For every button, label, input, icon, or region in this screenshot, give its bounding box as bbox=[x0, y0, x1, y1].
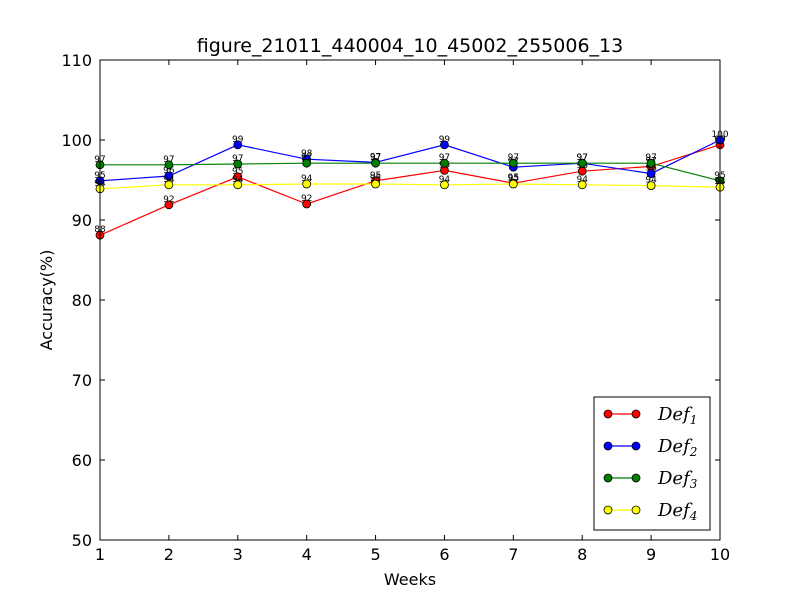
legend-marker bbox=[631, 409, 641, 419]
legend-label: Def1 bbox=[657, 404, 697, 427]
data-point bbox=[577, 158, 587, 168]
data-label: 97 bbox=[508, 153, 519, 163]
x-tick-label: 9 bbox=[646, 545, 656, 564]
data-label: 96 bbox=[645, 164, 657, 174]
data-label: 97 bbox=[576, 153, 587, 163]
y-tick-label: 70 bbox=[72, 371, 92, 390]
data-label: 97 bbox=[370, 153, 381, 163]
data-label: 98 bbox=[301, 149, 313, 159]
data-label: 99 bbox=[439, 135, 451, 145]
data-point bbox=[164, 160, 174, 170]
legend-subscript: 4 bbox=[689, 509, 698, 523]
y-tick-label: 50 bbox=[72, 531, 92, 550]
legend-label: Def2 bbox=[657, 436, 697, 459]
data-label: 94 bbox=[576, 175, 588, 185]
data-label: 96 bbox=[163, 166, 175, 176]
data-label: 97 bbox=[163, 155, 174, 165]
data-label: 94 bbox=[232, 175, 244, 185]
legend-subscript: 1 bbox=[690, 413, 698, 427]
data-point bbox=[233, 180, 243, 190]
data-label: 92 bbox=[301, 194, 312, 204]
data-label: 97 bbox=[439, 153, 450, 163]
data-label: 94 bbox=[163, 175, 175, 185]
data-point bbox=[302, 199, 312, 209]
series-line bbox=[100, 162, 721, 182]
data-label: 94 bbox=[301, 174, 313, 184]
x-axis-label: Weeks bbox=[384, 570, 436, 589]
x-tick-label: 8 bbox=[577, 545, 587, 564]
plot-frame bbox=[99, 59, 721, 541]
data-label: 95 bbox=[370, 171, 381, 181]
x-tick-label: 4 bbox=[302, 545, 312, 564]
data-label: 95 bbox=[232, 167, 243, 177]
data-point bbox=[371, 158, 380, 168]
data-label: 94 bbox=[439, 175, 451, 185]
data-point bbox=[440, 140, 449, 150]
data-point bbox=[371, 179, 380, 189]
legend-marker bbox=[603, 505, 613, 515]
data-point bbox=[164, 180, 174, 190]
data-point bbox=[440, 180, 449, 190]
legend-marker bbox=[631, 473, 641, 483]
chart-title: figure_21011_440004_10_45002_255006_13 bbox=[197, 35, 623, 57]
legend-box bbox=[593, 396, 711, 531]
data-label: 97 bbox=[232, 154, 243, 164]
data-point bbox=[233, 159, 243, 169]
legend-item: Def3 bbox=[603, 468, 698, 491]
series-line bbox=[99, 139, 721, 182]
legend-subscript: 2 bbox=[689, 445, 698, 459]
data-point bbox=[508, 179, 518, 189]
data-point bbox=[233, 140, 243, 150]
legend-item: Def1 bbox=[603, 404, 697, 427]
data-point bbox=[646, 181, 656, 191]
data-label: 95 bbox=[508, 173, 519, 183]
legend-marker bbox=[603, 473, 613, 483]
data-label: 97 bbox=[576, 153, 587, 163]
legend-subscript: 3 bbox=[690, 477, 698, 491]
data-label: 92 bbox=[163, 195, 174, 205]
data-label: 97 bbox=[370, 152, 381, 162]
data-point bbox=[577, 180, 587, 190]
y-axis-label: Accuracy(%) bbox=[37, 250, 56, 351]
y-tick-label: 110 bbox=[61, 51, 92, 70]
data-point bbox=[508, 158, 518, 168]
data-label: 94 bbox=[645, 176, 657, 186]
x-tick-label: 1 bbox=[95, 545, 105, 564]
legend-label: Def3 bbox=[657, 468, 698, 491]
y-tick-label: 80 bbox=[72, 291, 92, 310]
x-tick-label: 10 bbox=[710, 545, 730, 564]
legend-marker bbox=[603, 441, 613, 451]
legend-item: Def4 bbox=[603, 500, 697, 523]
data-point bbox=[646, 169, 656, 179]
y-tick-label: 60 bbox=[72, 451, 92, 470]
y-tick-label: 90 bbox=[72, 211, 92, 230]
series-line bbox=[99, 183, 721, 190]
legend-label: Def4 bbox=[657, 500, 697, 523]
data-point bbox=[646, 158, 656, 168]
x-tick-label: 5 bbox=[370, 545, 380, 564]
data-point bbox=[302, 158, 312, 168]
data-label: 97 bbox=[645, 153, 656, 163]
data-label: 95 bbox=[370, 174, 381, 184]
legend-marker bbox=[631, 505, 641, 515]
x-tick-label: 2 bbox=[164, 545, 174, 564]
data-label: 95 bbox=[508, 174, 519, 184]
legend-item: Def2 bbox=[603, 436, 697, 459]
data-point bbox=[302, 179, 312, 189]
data-label: 97 bbox=[301, 153, 312, 163]
legend-marker bbox=[603, 409, 613, 419]
data-point bbox=[164, 171, 174, 181]
x-tick-label: 6 bbox=[439, 545, 449, 564]
data-point bbox=[440, 158, 449, 168]
series-def2: 959699989799979796100 bbox=[94, 130, 729, 186]
y-tick-label: 100 bbox=[61, 131, 92, 150]
legend: Def1 Def2 Def3 Def4 bbox=[593, 396, 711, 531]
legend-marker bbox=[631, 441, 641, 451]
data-point bbox=[164, 200, 174, 210]
x-tick-label: 3 bbox=[233, 545, 243, 564]
x-tick-label: 7 bbox=[508, 545, 518, 564]
data-label: 99 bbox=[232, 135, 244, 145]
